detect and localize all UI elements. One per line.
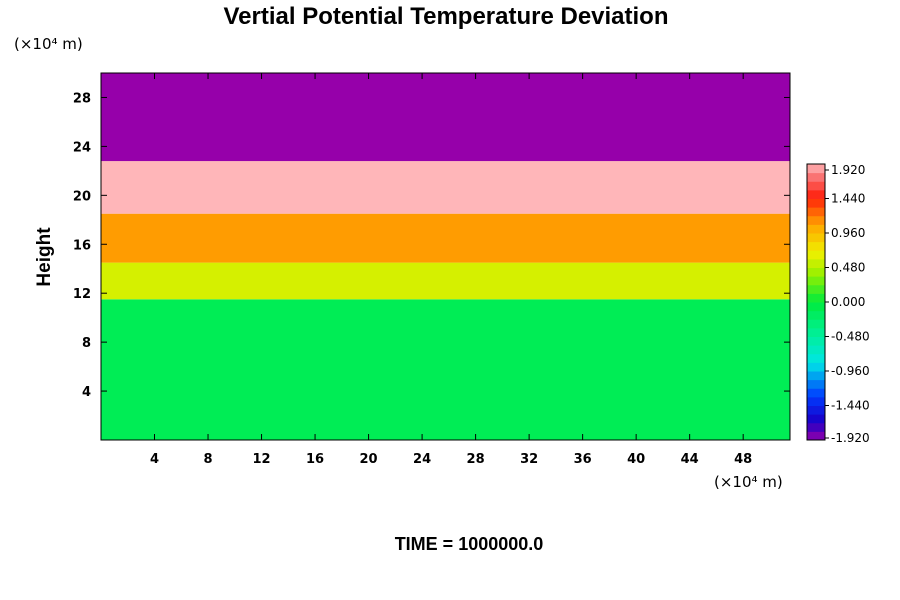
x-tick-label: 24	[413, 452, 431, 467]
colorbar-segment	[807, 241, 825, 251]
colorbar-segment	[807, 172, 825, 182]
x-tick-label: 4	[150, 452, 159, 467]
colorbar-tick-label: 1.440	[831, 192, 865, 206]
x-tick-label: 44	[681, 452, 699, 467]
y-tick-label: 28	[73, 91, 91, 106]
x-tick-label: 16	[306, 452, 324, 467]
x-tick-label: 8	[204, 452, 213, 467]
colorbar-labels: 1.920 1.440 0.960 0.480 0.000 -0.480 -0.960 -1.…	[825, 163, 870, 445]
colorbar-tick-label: 0.000	[831, 295, 865, 309]
y-axis-label: Height	[34, 227, 55, 287]
colorbar-segment	[807, 207, 825, 217]
colorbar-segment	[807, 293, 825, 303]
y-tick-label: 24	[73, 140, 91, 155]
colorbar-segment	[807, 250, 825, 260]
y-tick-label: 8	[82, 336, 91, 351]
colorbar-tick-label: -0.960	[831, 364, 870, 378]
colorbar-segment	[807, 267, 825, 277]
y-tick-label: 4	[82, 385, 91, 400]
colorbar-tick-label: 0.480	[831, 261, 865, 275]
x-tick-label: 48	[734, 452, 752, 467]
colorbar-segment	[807, 284, 825, 294]
colorbar	[806, 163, 826, 441]
time-footer: TIME = 1000000.0	[395, 534, 544, 554]
colorbar-segment	[807, 388, 825, 398]
x-axis-ticks: 4 8 12 16 20 24 28 32 36 40 44 48	[150, 73, 752, 467]
colorbar-segment	[807, 405, 825, 415]
field-layer	[101, 262, 790, 300]
x-tick-label: 32	[520, 452, 538, 467]
x-tick-label: 28	[467, 452, 485, 467]
field-layer	[101, 299, 790, 440]
colorbar-segment	[807, 362, 825, 372]
field-layer	[101, 213, 790, 263]
colorbar-segment	[807, 310, 825, 320]
colorbar-segment	[807, 327, 825, 337]
x-tick-label: 12	[252, 452, 270, 467]
colorbar-tick-label: -1.920	[831, 431, 870, 445]
x-tick-label: 20	[360, 452, 378, 467]
colorbar-segment	[807, 319, 825, 329]
colorbar-tick-label: -0.480	[831, 330, 870, 344]
colorbar-segment	[807, 215, 825, 225]
colorbar-segment	[807, 258, 825, 268]
plot-area	[101, 73, 790, 440]
colorbar-segment	[807, 345, 825, 355]
chart-title: Vertial Potential Temperature Deviation	[223, 3, 668, 30]
colorbar-segment	[807, 181, 825, 191]
colorbar-segment	[807, 224, 825, 234]
colorbar-tick-label: 1.920	[831, 163, 865, 177]
colorbar-segment	[807, 164, 825, 174]
colorbar-segment	[807, 233, 825, 243]
colorbar-segment	[807, 353, 825, 363]
colorbar-segment	[807, 371, 825, 381]
field-layer	[101, 161, 790, 214]
x-unit-label: (×10⁴ m)	[714, 473, 783, 491]
colorbar-segment	[807, 276, 825, 286]
y-tick-label: 20	[73, 189, 91, 204]
colorbar-segment	[807, 379, 825, 389]
colorbar-segment	[807, 189, 825, 199]
colorbar-segment	[807, 198, 825, 208]
colorbar-tick-label: -1.440	[831, 399, 870, 413]
y-unit-label: (×10⁴ m)	[14, 35, 83, 53]
colorbar-segment	[807, 302, 825, 312]
y-axis-ticks: 4 8 12 16 20 24 28	[73, 91, 790, 400]
colorbar-segment	[807, 336, 825, 346]
colorbar-segment	[807, 414, 825, 424]
colorbar-segment	[807, 431, 825, 441]
y-tick-label: 12	[73, 287, 91, 302]
x-tick-label: 36	[574, 452, 592, 467]
field-layer	[101, 73, 790, 162]
colorbar-segment	[807, 422, 825, 432]
plot-frame	[100, 72, 791, 441]
x-tick-label: 40	[627, 452, 645, 467]
colorbar-segment	[807, 396, 825, 406]
colorbar-tick-label: 0.960	[831, 226, 865, 240]
y-tick-label: 16	[73, 238, 91, 253]
